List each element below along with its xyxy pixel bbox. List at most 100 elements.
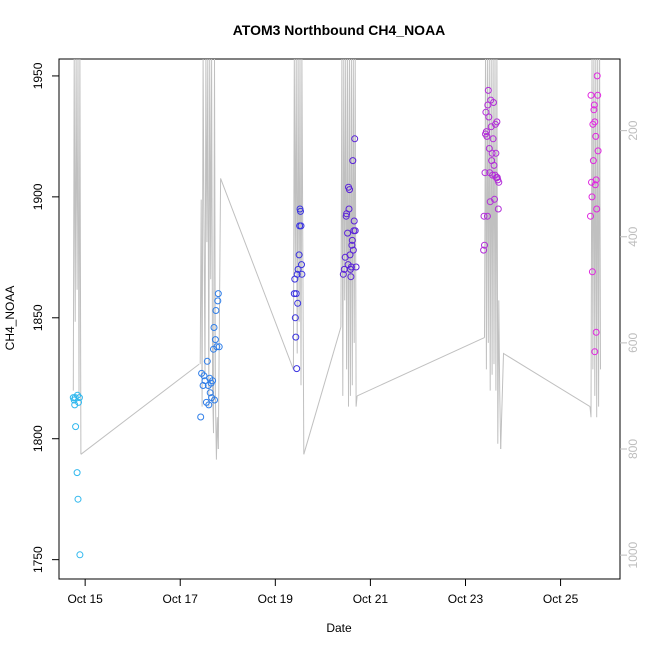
data-point-13 [199,382,207,389]
data-point-24 [209,377,217,385]
data-point-101 [493,118,501,126]
altitude-line-2 [199,58,219,460]
data-point-9 [74,495,82,503]
data-point-116 [591,181,599,189]
data-point-120 [593,72,601,80]
altitude-line-0 [72,58,82,455]
data-point-58 [345,205,353,213]
right-tick-label-2: 600 [626,333,640,353]
data-point-110 [588,268,596,276]
data-point-55 [344,229,352,237]
data-point-34 [290,290,298,298]
data-point-43 [295,251,303,259]
data-point-91 [488,149,496,157]
altitude-line-4 [292,58,305,455]
x-tick-label-5: Oct 25 [543,592,579,606]
data-point-12 [198,369,206,377]
data-point-123 [591,348,599,356]
data-point-107 [587,91,595,99]
data-point-95 [490,161,498,169]
data-point-21 [206,389,214,397]
data-point-39 [293,365,301,373]
data-point-112 [589,157,597,165]
data-point-117 [592,132,600,140]
data-point-32 [214,290,222,298]
data-point-29 [212,307,220,314]
right-axis: 200 400 600 800 1000 [620,120,640,568]
data-point-65 [348,236,356,244]
altitude-line-8 [484,58,502,450]
data-point-2 [71,394,79,402]
y-tick-label-4: 1950 [31,62,45,89]
data-point-84 [485,113,493,121]
y-axis-label: CH4_NOAA [3,286,17,351]
altitude-line-10 [589,58,601,418]
right-tick-label-4: 1000 [626,541,640,568]
x-tick-label-1: Oct 17 [163,592,199,606]
data-point-122 [594,147,602,155]
data-point-80 [483,132,491,140]
data-point-83 [484,86,492,94]
x-tick-label-2: Oct 19 [258,592,294,606]
data-point-75 [481,241,488,249]
data-point-99 [492,149,500,157]
data-point-37 [292,333,300,341]
data-point-70 [351,135,359,143]
data-point-30 [213,343,221,351]
data-point-115 [591,118,599,126]
right-tick-label-0: 200 [626,120,640,140]
x-axis: Oct 15 Oct 17 Oct 19 Oct 21 Oct 23 Oct 25 [67,579,579,606]
right-tick-label-3: 800 [626,439,640,459]
data-point-50 [339,270,347,278]
altitude-line-3 [217,178,294,450]
data-point-59 [346,186,353,194]
data-point-10 [76,551,84,559]
altitude-line-9 [500,352,591,450]
data-point-27 [211,396,218,404]
data-point-69 [350,217,358,225]
data-point-121 [594,91,602,99]
data-point-76 [481,169,489,177]
data-point-7 [75,394,83,402]
data-point-42 [294,265,302,273]
data-point-8 [73,469,81,477]
data-point-33 [215,343,223,351]
data-point-79 [482,128,490,136]
right-tick-label-1: 400 [626,226,640,246]
data-point-19 [205,401,213,409]
data-point-4 [72,423,80,431]
x-tick-label-0: Oct 15 [67,592,103,606]
data-point-113 [590,106,598,114]
data-point-74 [480,212,488,220]
data-point-31 [214,297,222,305]
data-point-49 [298,270,306,278]
data-point-96 [491,195,498,203]
data-point-109 [588,193,596,201]
altitude-line-1 [80,363,200,455]
data-point-41 [294,299,302,307]
data-point-106 [587,212,594,220]
data-point-67 [349,246,357,254]
data-point-48 [298,261,305,269]
data-point-118 [592,176,600,184]
x-axis-label: Date [326,621,352,635]
chart-title: ATOM3 Northbound CH4_NOAA [233,22,446,38]
x-tick-label-3: Oct 21 [353,592,389,606]
altitude-line-5 [303,326,342,455]
data-point-72 [352,263,360,271]
data-point-62 [347,273,355,281]
data-point-71 [351,227,359,235]
data-point-60 [346,251,354,259]
y-tick-label-1: 1800 [31,425,45,452]
data-point-93 [489,135,497,143]
x-tick-label-4: Oct 23 [448,592,484,606]
data-point-66 [349,157,357,165]
data-point-73 [480,246,488,254]
y-tick-label-0: 1750 [31,546,45,573]
ch4-series [69,72,602,559]
data-point-14 [200,372,208,380]
data-point-6 [75,398,82,406]
data-point-46 [297,207,304,215]
data-point-105 [495,178,503,186]
